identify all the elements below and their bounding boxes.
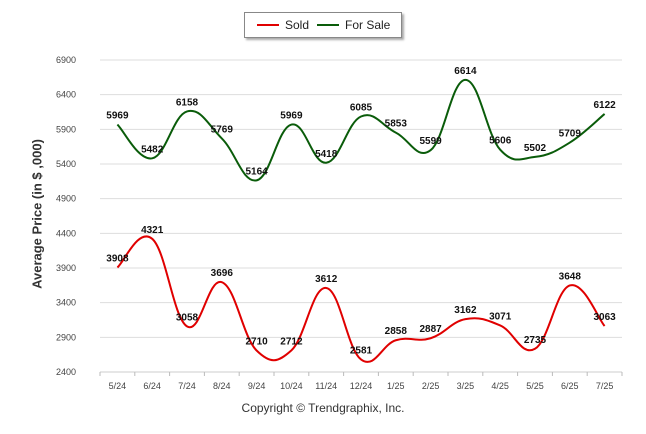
data-label: 6614 (454, 66, 477, 77)
data-label: 5769 (211, 124, 234, 135)
sold-swatch-icon (257, 24, 279, 26)
x-tick-label: 7/24 (178, 381, 196, 391)
y-axis-label: Average Price (in $ ,000) (29, 139, 45, 289)
data-label: 2887 (419, 324, 442, 335)
data-label: 6158 (176, 97, 199, 108)
legend-item-forsale[interactable]: For Sale (317, 18, 390, 32)
legend-item-sold[interactable]: Sold (257, 18, 309, 32)
data-label: 5502 (524, 143, 547, 154)
gridlines (100, 59, 622, 373)
x-tick-label: 3/25 (457, 381, 475, 391)
x-tick-label: 7/25 (596, 381, 614, 391)
data-label: 4321 (141, 225, 164, 236)
x-tick-label: 5/24 (109, 381, 127, 391)
data-label: 3162 (454, 305, 477, 316)
tick-labels: 2400 2900 3400 3900 4400 4900 5400 5900 6400 6900… (56, 55, 613, 391)
y-tick-label: 3400 (56, 298, 76, 308)
data-label: 3058 (176, 312, 199, 323)
x-tick-label: 9/24 (248, 381, 266, 391)
y-tick-label: 2900 (56, 332, 76, 342)
y-tick-label: 6400 (56, 90, 76, 100)
data-label: 6122 (593, 100, 616, 111)
data-label: 5164 (245, 166, 268, 177)
data-label: 5969 (280, 111, 303, 122)
data-label: 5482 (141, 144, 164, 155)
data-label: 5969 (106, 111, 129, 122)
x-tick-label: 5/25 (526, 381, 544, 391)
y-tick-label: 5900 (56, 124, 76, 134)
data-label: 3908 (106, 253, 129, 264)
x-tick-label: 1/25 (387, 381, 405, 391)
series-lines (116, 78, 606, 363)
data-label: 2735 (524, 335, 547, 346)
data-label: 2710 (245, 337, 268, 348)
x-tick-label: 11/24 (315, 381, 337, 391)
x-tick-label: 12/24 (350, 381, 373, 391)
y-tick-label: 3900 (56, 263, 76, 273)
series-line-sold (116, 235, 606, 363)
x-tick-label: 4/25 (491, 381, 509, 391)
y-tick-label: 4400 (56, 228, 76, 238)
data-label: 5418 (315, 149, 338, 160)
legend-label-sold: Sold (285, 18, 310, 32)
data-label: 6085 (350, 103, 373, 114)
copyright-text: Copyright © Trendgraphix, Inc. (241, 401, 405, 415)
data-label: 3696 (211, 268, 234, 279)
legend: Sold For Sale (244, 12, 402, 38)
y-tick-label: 2400 (56, 367, 76, 377)
data-label: 2858 (385, 326, 408, 337)
data-label: 5853 (385, 119, 408, 130)
data-label: 2712 (280, 336, 303, 347)
data-label: 3063 (593, 312, 616, 323)
data-label: 2581 (350, 345, 373, 356)
data-label: 3612 (315, 274, 338, 285)
data-labels: 3908 4321 3058 3696 2710 2712 3612 2581 2858 2887… (106, 66, 616, 357)
y-tick-label: 6900 (56, 55, 76, 65)
y-tick-label: 4900 (56, 194, 76, 204)
series-line-forsale (116, 78, 606, 182)
x-tick-label: 6/25 (561, 381, 579, 391)
x-tick-label: 2/25 (422, 381, 440, 391)
forsale-swatch-icon (317, 24, 339, 26)
x-tick-label: 6/24 (143, 381, 161, 391)
x-tick-label: 8/24 (213, 381, 231, 391)
data-label: 5606 (489, 136, 512, 147)
axes (99, 371, 623, 376)
x-tick-label: 10/24 (280, 381, 303, 391)
data-label: 3071 (489, 311, 512, 322)
data-label: 5709 (559, 129, 582, 140)
y-tick-label: 5400 (56, 159, 76, 169)
data-label: 3648 (559, 271, 582, 282)
data-label: 5599 (419, 136, 442, 147)
legend-label-forsale: For Sale (345, 18, 391, 32)
